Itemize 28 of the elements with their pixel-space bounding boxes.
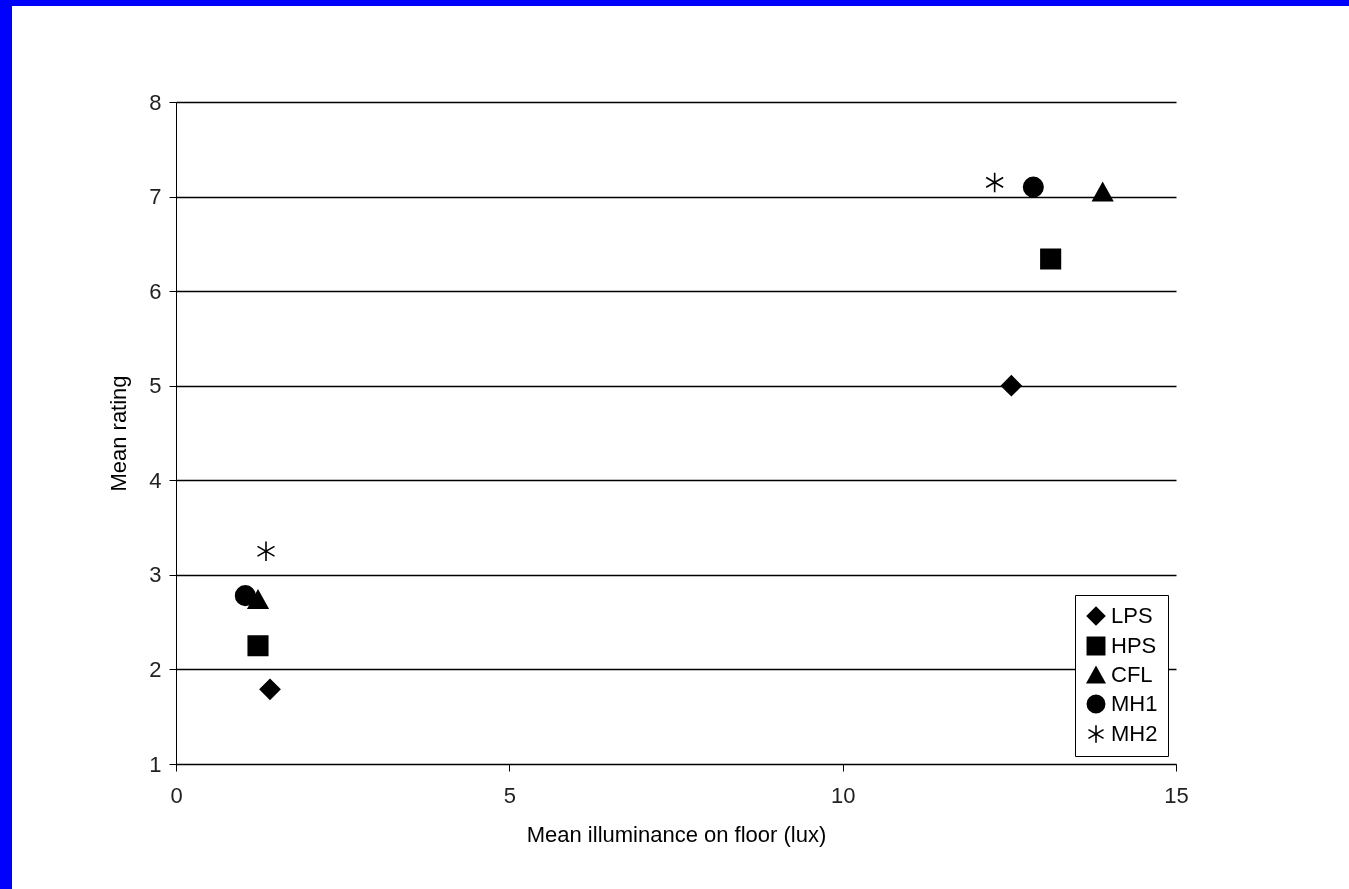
point xyxy=(247,635,269,657)
legend-label: LPS xyxy=(1111,603,1153,628)
y-tick-label: 2 xyxy=(149,656,162,682)
y-axis-title: Mean rating xyxy=(106,375,132,492)
y-tick-label: 8 xyxy=(149,89,162,115)
legend-label: CFL xyxy=(1111,662,1153,687)
x-tick-label: 10 xyxy=(830,782,856,808)
point xyxy=(1092,182,1114,202)
point xyxy=(256,540,276,562)
point xyxy=(1040,248,1062,270)
point xyxy=(234,585,256,607)
legend-label: MH1 xyxy=(1111,691,1158,716)
x-tick-label: 5 xyxy=(503,782,516,808)
point xyxy=(1022,176,1044,198)
point xyxy=(259,678,281,700)
point xyxy=(1000,375,1022,397)
x-tick-label: 15 xyxy=(1164,782,1189,808)
y-tick-label: 6 xyxy=(149,278,162,304)
y-tick-label: 1 xyxy=(149,751,162,777)
x-axis-title: Mean illuminance on floor (lux) xyxy=(526,821,827,847)
point xyxy=(985,171,1004,193)
legend-label: MH2 xyxy=(1111,721,1158,746)
y-tick-label: 4 xyxy=(149,467,162,493)
y-tick-label: 7 xyxy=(149,184,162,210)
y-tick-label: 3 xyxy=(149,562,162,588)
x-tick-label: 0 xyxy=(170,782,183,808)
legend-label: HPS xyxy=(1111,633,1157,658)
y-tick-label: 5 xyxy=(149,373,162,399)
